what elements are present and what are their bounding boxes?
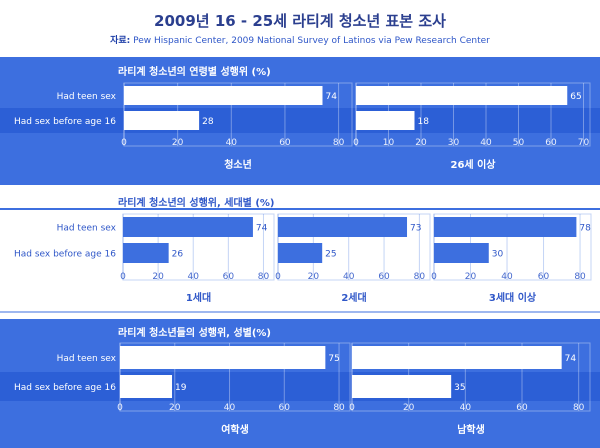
x-tick-label: 40 [224, 403, 236, 413]
bar [124, 86, 323, 105]
data-label: 74 [565, 354, 577, 364]
x-tick-label: 60 [279, 138, 291, 148]
panel-label: 2세대 [341, 291, 366, 304]
bar [124, 111, 200, 130]
x-tick-label: 0 [275, 272, 281, 282]
category-label: Had sex before age 16 [14, 383, 116, 393]
x-tick-label: 80 [258, 272, 270, 282]
panel-label: 여학생 [221, 423, 249, 436]
x-tick-label: 0 [431, 272, 437, 282]
x-tick-label: 40 [460, 403, 472, 413]
x-tick-label: 10 [383, 138, 395, 148]
category-label: Had teen sex [57, 354, 117, 364]
source-line: 자료: Pew Hispanic Center, 2009 National S… [0, 33, 600, 46]
bar [120, 346, 326, 369]
panel-label: 청소년 [224, 158, 252, 171]
data-label: 74 [325, 92, 337, 102]
x-tick-label: 0 [117, 403, 123, 413]
data-label: 30 [492, 250, 504, 260]
bar [434, 217, 577, 237]
page-title: 2009년 16 - 25세 라티계 청소년 표본 조사 [154, 12, 446, 30]
x-tick-label: 80 [574, 272, 586, 282]
x-tick-label: 80 [414, 272, 426, 282]
x-tick-label: 40 [480, 138, 492, 148]
category-label: Had teen sex [57, 92, 117, 102]
x-tick-label: 70 [578, 138, 590, 148]
bar [352, 375, 452, 398]
panel-label: 3세대 이상 [489, 291, 537, 304]
bar [123, 243, 169, 263]
category-label: Had sex before age 16 [14, 250, 116, 260]
data-label: 73 [410, 224, 421, 234]
x-tick-label: 80 [333, 403, 345, 413]
bar [352, 346, 562, 369]
panel-label: 26세 이상 [451, 158, 497, 171]
source-label: 자료: [110, 36, 131, 46]
data-label: 74 [256, 224, 268, 234]
x-tick-label: 20 [169, 403, 181, 413]
x-tick-label: 20 [308, 272, 320, 282]
x-tick-label: 60 [545, 138, 557, 148]
bar [120, 375, 173, 398]
x-tick-label: 60 [223, 272, 235, 282]
row-highlight [0, 108, 600, 133]
x-tick-label: 0 [349, 403, 355, 413]
data-label: 78 [579, 224, 591, 234]
x-tick-label: 60 [538, 272, 550, 282]
bar [278, 243, 323, 263]
bar [356, 86, 568, 105]
x-tick-label: 60 [516, 403, 528, 413]
chart-title: 라티계 청소년들의 성행위, 성별(%) [118, 326, 271, 339]
x-tick-label: 80 [573, 403, 585, 413]
x-tick-label: 30 [448, 138, 460, 148]
data-label: 28 [202, 117, 214, 127]
x-tick-label: 80 [333, 138, 345, 148]
chart-title: 라티계 청소년의 성행위, 세대별 (%) [118, 196, 275, 209]
data-label: 65 [570, 92, 581, 102]
data-label: 25 [325, 250, 336, 260]
data-label: 19 [175, 383, 187, 393]
x-tick-label: 0 [121, 138, 127, 148]
x-tick-label: 20 [415, 138, 427, 148]
x-tick-label: 60 [378, 272, 390, 282]
x-tick-label: 20 [465, 272, 477, 282]
category-label: Had sex before age 16 [14, 117, 116, 127]
x-tick-label: 40 [226, 138, 238, 148]
x-tick-label: 0 [120, 272, 126, 282]
x-tick-label: 20 [172, 138, 184, 148]
data-label: 75 [328, 354, 339, 364]
x-tick-label: 40 [188, 272, 200, 282]
bar [278, 217, 408, 237]
data-label: 26 [172, 250, 184, 260]
source-text: Pew Hispanic Center, 2009 National Surve… [133, 36, 490, 46]
x-tick-label: 40 [343, 272, 355, 282]
bar [123, 217, 253, 237]
x-tick-label: 60 [279, 403, 291, 413]
panel-label: 남학생 [457, 423, 485, 436]
data-label: 18 [418, 117, 430, 127]
data-label: 35 [454, 383, 465, 393]
bar [434, 243, 489, 263]
category-label: Had teen sex [57, 224, 117, 234]
x-tick-label: 0 [353, 138, 359, 148]
x-tick-label: 50 [513, 138, 525, 148]
chart-title: 라티계 청소년의 연령별 성행위 (%) [118, 65, 271, 78]
x-tick-label: 40 [501, 272, 513, 282]
bar [356, 111, 415, 130]
row-highlight [0, 372, 600, 401]
x-tick-label: 20 [152, 272, 164, 282]
panel-label: 1세대 [186, 291, 211, 304]
x-tick-label: 20 [403, 403, 415, 413]
